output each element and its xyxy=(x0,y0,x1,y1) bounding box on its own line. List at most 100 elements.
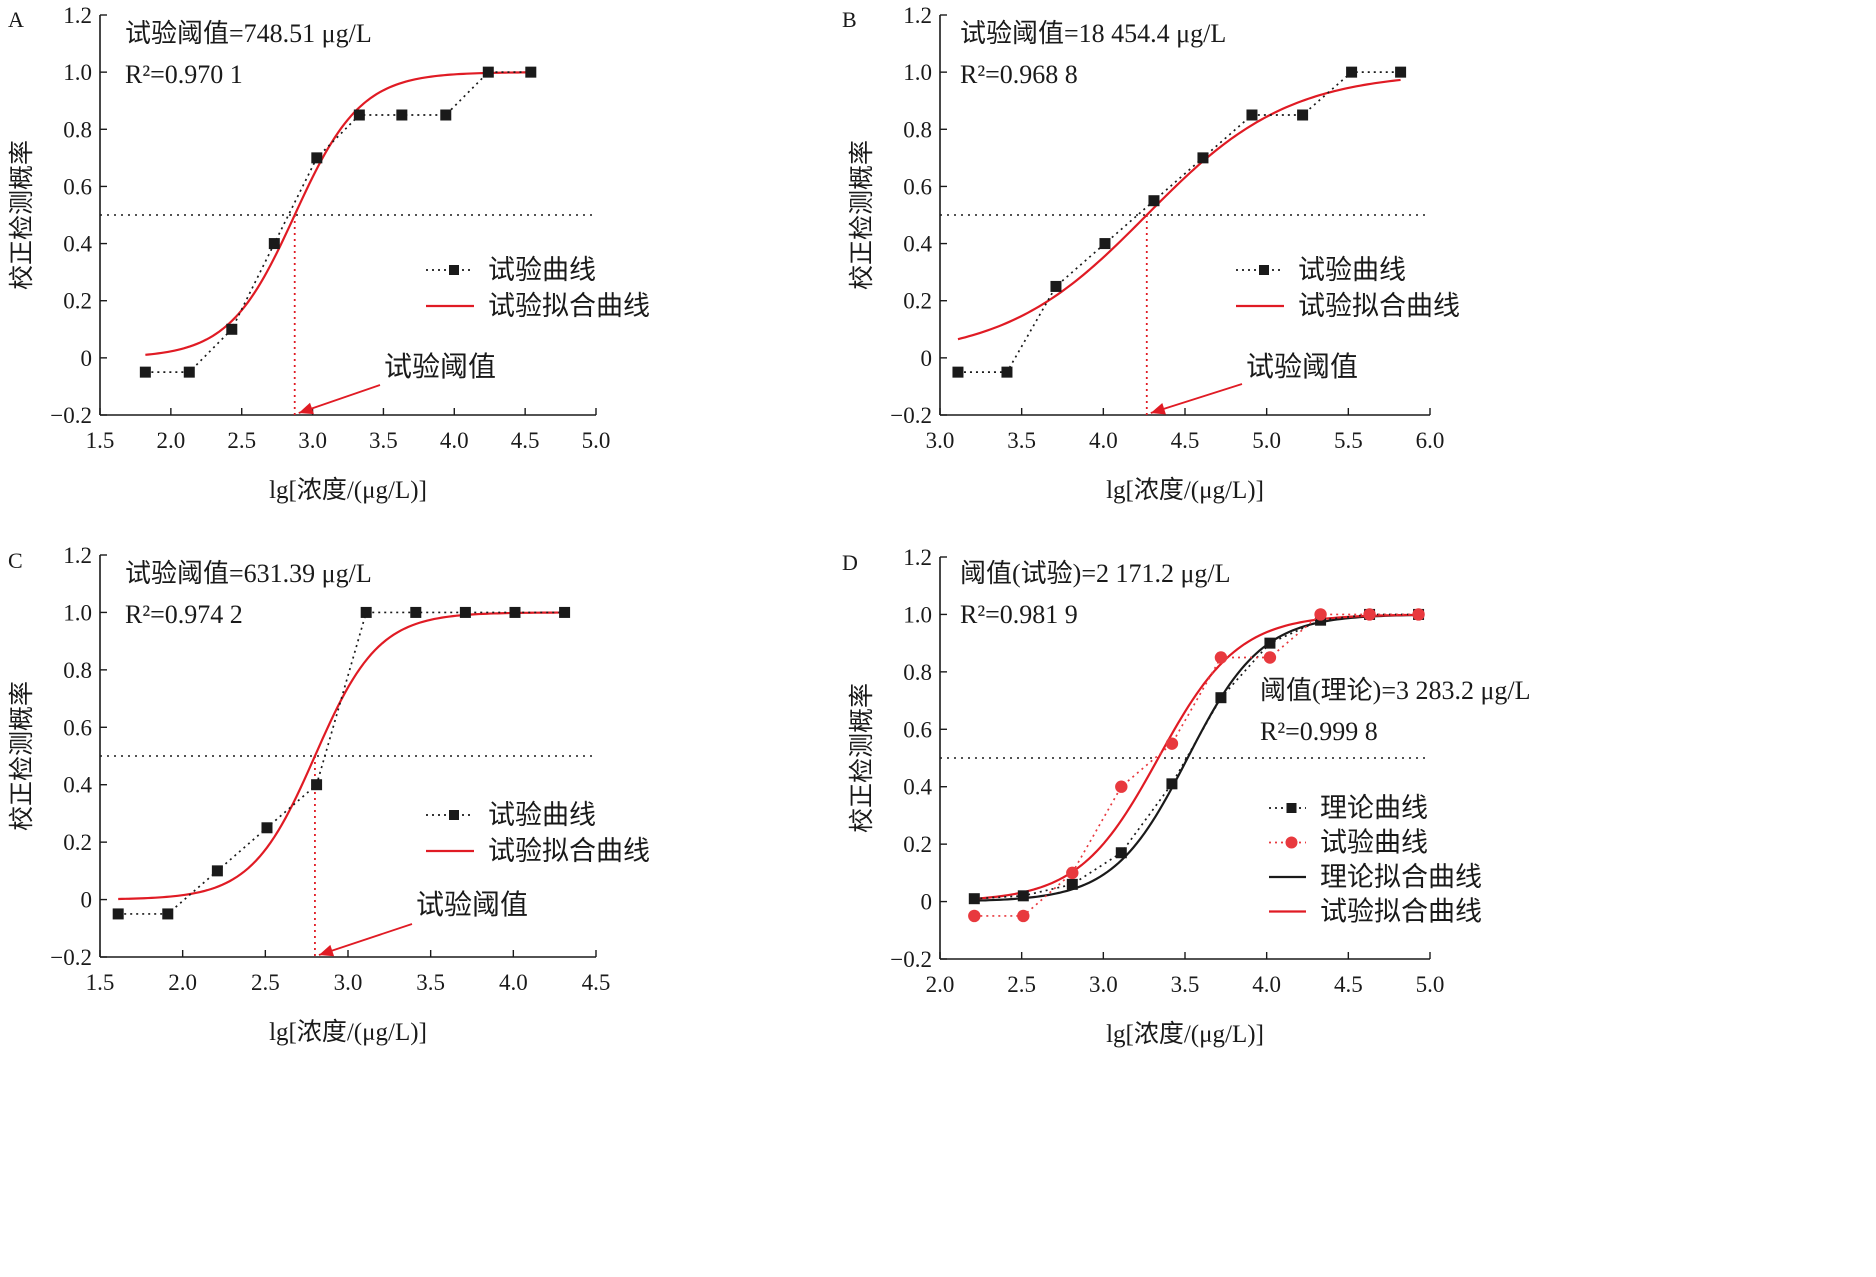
y-tick-label: 1.0 xyxy=(63,60,92,85)
fit-curve xyxy=(145,71,531,356)
fit-curve xyxy=(974,613,1419,900)
data-point xyxy=(396,109,408,121)
x-tick-label: 6.0 xyxy=(1416,428,1445,453)
data-point xyxy=(261,822,273,834)
y-tick-label: 1.2 xyxy=(63,543,92,568)
data-point xyxy=(1214,651,1228,664)
data-point xyxy=(139,366,151,378)
data-point xyxy=(1066,866,1079,880)
x-tick-label: 4.5 xyxy=(582,970,611,995)
legend-marker xyxy=(1259,265,1269,275)
threshold-label: 试验阈值 xyxy=(416,889,528,921)
legend-label: 试验拟合曲线 xyxy=(488,291,650,321)
y-tick-label: 1.0 xyxy=(903,60,932,85)
data-point xyxy=(440,109,452,121)
threshold-label: 试验阈值 xyxy=(1246,351,1358,383)
x-tick-label: 5.5 xyxy=(1334,428,1363,453)
panel-letter: D xyxy=(842,550,858,575)
x-tick-label: 2.0 xyxy=(168,970,197,995)
fit-curve xyxy=(957,78,1401,341)
data-point xyxy=(311,152,323,164)
legend-label: 理论曲线 xyxy=(1320,793,1428,823)
data-point xyxy=(1363,608,1376,621)
panel-letter: C xyxy=(8,548,23,573)
y-tick-label: 0.8 xyxy=(903,117,932,142)
y-tick-label: −0.2 xyxy=(50,403,92,428)
legend-label: 试验曲线 xyxy=(488,800,596,830)
y-tick-label: 0.8 xyxy=(63,658,92,683)
data-point xyxy=(968,909,981,923)
y-tick-label: 0.6 xyxy=(63,174,92,199)
data-point xyxy=(311,779,323,791)
data-line xyxy=(145,71,531,373)
x-axis-label: lg[浓度/(μg/L)] xyxy=(269,476,427,504)
x-tick-label: 2.5 xyxy=(227,428,256,453)
data-point xyxy=(183,366,195,378)
data-point xyxy=(482,66,494,78)
data-point xyxy=(1115,847,1127,859)
y-tick-label: 1.0 xyxy=(903,602,932,627)
x-tick-label: 2.5 xyxy=(1007,972,1036,997)
y-tick-label: 0.2 xyxy=(903,289,932,314)
y-tick-label: −0.2 xyxy=(890,403,932,428)
data-point xyxy=(268,238,280,250)
annotation: R²=0.999 8 xyxy=(1260,717,1378,746)
threshold-arrow xyxy=(318,923,413,956)
legend-marker xyxy=(1285,836,1298,849)
data-point xyxy=(1148,195,1160,207)
data-point xyxy=(1246,109,1258,121)
y-tick-label: 0.4 xyxy=(63,232,92,257)
annotation: 试验阈值=18 454.4 μg/L xyxy=(960,19,1226,48)
x-tick-label: 5.0 xyxy=(1252,428,1281,453)
x-tick-label: 1.5 xyxy=(86,970,115,995)
x-tick-label: 4.0 xyxy=(440,428,469,453)
data-point xyxy=(360,606,372,618)
panel-letter: B xyxy=(842,7,857,32)
x-axis-label: lg[浓度/(μg/L)] xyxy=(1106,476,1264,504)
data-point xyxy=(1165,737,1179,750)
annotation: R²=0.981 9 xyxy=(960,600,1078,629)
data-point xyxy=(1395,66,1407,78)
x-tick-label: 4.5 xyxy=(511,428,540,453)
legend-label: 试验曲线 xyxy=(1320,828,1428,858)
y-tick-label: 0.8 xyxy=(63,117,92,142)
y-tick-label: 0.2 xyxy=(903,832,932,857)
threshold-arrowhead xyxy=(1150,403,1166,415)
data-point xyxy=(1215,692,1227,704)
threshold-arrowhead xyxy=(318,944,335,957)
legend-label: 试验曲线 xyxy=(488,255,596,285)
data-point xyxy=(1346,66,1358,78)
y-tick-label: 1.0 xyxy=(63,600,92,625)
y-axis-label: 校正检测概率 xyxy=(8,681,36,831)
legend-label: 试验拟合曲线 xyxy=(1298,291,1460,321)
y-tick-label: 0.6 xyxy=(903,174,932,199)
threshold-label: 试验阈值 xyxy=(384,351,496,383)
data-point xyxy=(1297,109,1309,121)
y-tick-label: 0 xyxy=(81,888,93,913)
data-point xyxy=(509,606,521,618)
y-tick-label: 0.2 xyxy=(63,830,92,855)
data-point xyxy=(1017,890,1029,902)
y-tick-label: 0 xyxy=(81,346,93,371)
annotation: R²=0.968 8 xyxy=(960,60,1078,89)
data-point xyxy=(1099,238,1111,250)
x-axis-label: lg[浓度/(μg/L)] xyxy=(1106,1020,1264,1048)
panel-c: C −0.2 0 0.2 0.4 0.6 0.8 1.0 1.2 1.5 2.0 2.5 3.0 3.5 4… xyxy=(8,543,650,1046)
data-point xyxy=(525,66,537,78)
data-point xyxy=(1412,608,1425,621)
x-axis-label: lg[浓度/(μg/L)] xyxy=(269,1018,427,1046)
data-point xyxy=(459,606,471,618)
data-line xyxy=(957,71,1401,373)
x-tick-label: 4.0 xyxy=(1252,972,1281,997)
annotation: R²=0.974 2 xyxy=(125,600,243,629)
y-tick-label: 0.2 xyxy=(63,289,92,314)
data-point xyxy=(559,606,571,618)
threshold-arrow xyxy=(298,384,381,414)
y-tick-label: −0.2 xyxy=(50,945,92,970)
y-tick-label: 1.2 xyxy=(903,3,932,28)
x-tick-label: 3.5 xyxy=(1171,972,1200,997)
x-tick-label: 2.5 xyxy=(251,970,280,995)
y-tick-label: 0 xyxy=(921,890,933,915)
x-tick-label: 4.0 xyxy=(1089,428,1118,453)
